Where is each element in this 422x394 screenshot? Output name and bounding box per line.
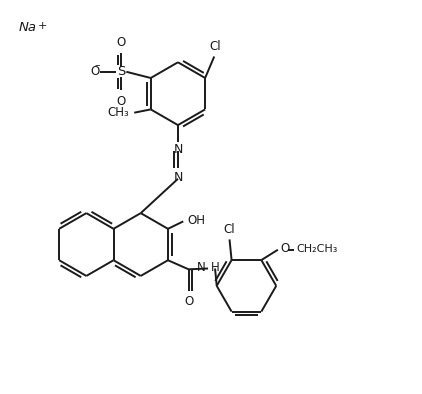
Text: Cl: Cl: [209, 40, 221, 53]
Text: CH₂CH₃: CH₂CH₃: [296, 244, 338, 254]
Text: N: N: [197, 261, 206, 274]
Text: OH: OH: [187, 214, 205, 227]
Text: O: O: [281, 242, 290, 255]
Text: –: –: [95, 60, 100, 70]
Text: Na: Na: [19, 21, 37, 34]
Text: H: H: [211, 261, 220, 274]
Text: CH₃: CH₃: [108, 106, 129, 119]
Text: O: O: [91, 65, 100, 78]
Text: S: S: [117, 65, 125, 78]
Text: N: N: [173, 143, 183, 156]
Text: N: N: [173, 171, 183, 184]
Text: O: O: [116, 95, 126, 108]
Text: +: +: [38, 21, 48, 32]
Text: Cl: Cl: [224, 223, 235, 236]
Text: O: O: [116, 35, 126, 48]
Text: O: O: [184, 295, 193, 308]
